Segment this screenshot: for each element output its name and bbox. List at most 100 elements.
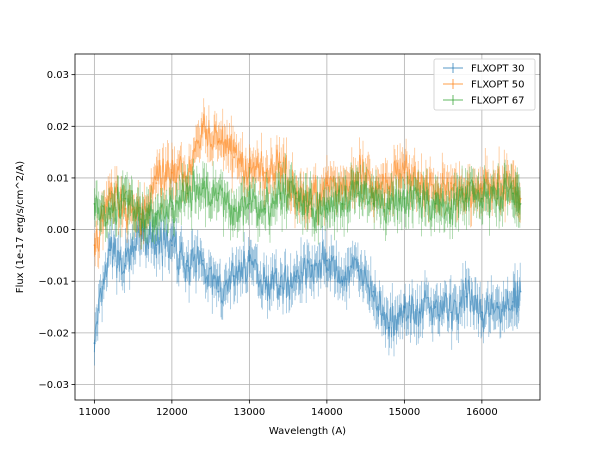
- series-flxopt-67-point: [450, 208, 452, 210]
- legend-box: [433, 58, 536, 111]
- series-flxopt-67-point: [295, 192, 297, 195]
- series-flxopt-50-point: [171, 171, 173, 174]
- series-flxopt-50-point: [481, 187, 483, 190]
- y-tick-label: 0.01: [47, 173, 69, 184]
- series-flxopt-30-point: [326, 259, 328, 262]
- series-flxopt-50-point: [419, 182, 421, 185]
- series-flxopt-67-point: [186, 192, 189, 195]
- series-flxopt-30-point: [202, 259, 204, 262]
- series-flxopt-30-point: [434, 306, 437, 308]
- y-axis-ticks: −0.03 −0.02 −0.01 0.00 0.01 0.02 0.03: [38, 70, 75, 391]
- series-flxopt-67-point: [465, 197, 468, 200]
- series-flxopt-50-point: [186, 177, 189, 179]
- series-flxopt-50-point: [512, 187, 514, 190]
- y-tick-label: 0.03: [47, 70, 69, 81]
- series-flxopt-50-point: [264, 171, 266, 174]
- x-tick-label: 13000: [233, 407, 265, 418]
- legend-entry-flxopt-50: FLXOPT 50: [443, 79, 524, 91]
- series-flxopt-30-point: [217, 290, 220, 293]
- series-flxopt-67-point: [248, 202, 251, 205]
- series-flxopt-67-point: [519, 202, 522, 205]
- legend: FLXOPT 30 FLXOPT 50 FLXOPT 67: [433, 58, 536, 111]
- legend-entry-flxopt-67: FLXOPT 67: [443, 95, 524, 107]
- grid-lines: [75, 54, 540, 400]
- series-flxopt-30-point: [465, 295, 468, 298]
- series-flxopt-67-point: [124, 197, 127, 200]
- series-flxopt-30-point: [341, 280, 344, 283]
- series-flxopt-30-point: [124, 264, 127, 267]
- y-axis-label: Flux (1e-17 erg/s/cm^2/A): [15, 161, 26, 293]
- series-flxopt-30-point: [450, 311, 452, 314]
- series-flxopt-30-point: [388, 326, 390, 329]
- series-flxopt-30-point: [357, 270, 359, 272]
- series-flxopt-67-point: [388, 208, 390, 210]
- series-flxopt-50-point: [233, 156, 235, 159]
- y-tick-label: −0.01: [38, 277, 69, 288]
- legend-label: FLXOPT 50: [471, 80, 524, 91]
- x-axis-label: Wavelength (A): [269, 426, 346, 437]
- series-flxopt-67-point: [310, 208, 313, 210]
- series-flxopt-50-point: [388, 187, 390, 190]
- series-flxopt-67-point: [326, 208, 328, 210]
- series-flxopt-30-point: [279, 285, 282, 288]
- series-flxopt-67-line: [93, 171, 522, 231]
- series-flxopt-67-point: [109, 208, 111, 210]
- x-tick-label: 12000: [156, 407, 188, 418]
- series-flxopt-30-point: [512, 301, 514, 303]
- series-flxopt-30-point: [109, 249, 111, 252]
- series-flxopt-30-point: [519, 290, 522, 293]
- series-flxopt-67-point: [341, 202, 344, 205]
- series-flxopt-67-point: [155, 213, 158, 216]
- y-tick-label: 0.00: [47, 225, 69, 236]
- series-flxopt-67-point: [357, 192, 359, 195]
- series-flxopt-30-point: [310, 264, 313, 267]
- series-flxopt-50-point: [248, 166, 251, 169]
- series-flxopt-30-point: [403, 306, 406, 308]
- legend-label: FLXOPT 67: [471, 96, 524, 107]
- series-flxopt-67-point: [140, 218, 142, 221]
- x-tick-label: 15000: [388, 407, 420, 418]
- series-flxopt-50-point: [519, 197, 522, 200]
- series-flxopt-67-point: [512, 192, 514, 195]
- series-flxopt-30-point: [233, 275, 235, 277]
- series-flxopt-50-point: [202, 125, 204, 128]
- legend-label: FLXOPT 30: [471, 64, 524, 75]
- series-layer: [93, 98, 522, 366]
- series-flxopt-67-point: [496, 197, 499, 200]
- x-tick-label: 14000: [311, 407, 343, 418]
- series-flxopt-67-point: [93, 202, 96, 205]
- plot-frame: [74, 53, 541, 401]
- series-flxopt-50-point: [403, 171, 406, 174]
- series-flxopt-30-point: [248, 259, 251, 262]
- series-flxopt-67-point: [481, 197, 483, 200]
- series-flxopt-30-point: [295, 275, 297, 277]
- y-tick-label: −0.02: [38, 328, 69, 339]
- series-flxopt-67-point: [233, 208, 235, 210]
- series-flxopt-50-point: [372, 187, 375, 190]
- series-flxopt-67-point: [264, 208, 266, 210]
- series-flxopt-67-point: [171, 208, 173, 210]
- series-flxopt-67: [93, 153, 522, 249]
- series-flxopt-50-point: [357, 171, 359, 174]
- series-flxopt-50-point: [93, 244, 96, 247]
- series-flxopt-50-point: [450, 182, 452, 185]
- series-flxopt-67-point: [403, 197, 406, 200]
- series-flxopt-50-point: [109, 192, 111, 195]
- series-flxopt-67-point: [202, 187, 204, 190]
- series-flxopt-50-point: [124, 208, 127, 210]
- series-flxopt-67-point: [419, 197, 421, 200]
- y-tick-label: −0.03: [38, 380, 69, 391]
- series-flxopt-30-point: [264, 280, 266, 283]
- series-flxopt-30-point: [372, 290, 375, 293]
- series-flxopt-67-point: [372, 202, 375, 205]
- series-flxopt-30: [93, 200, 522, 366]
- series-flxopt-50-point: [155, 182, 158, 185]
- y-tick-label: 0.02: [47, 122, 69, 133]
- x-tick-label: 11000: [78, 407, 110, 418]
- series-flxopt-30-point: [496, 306, 499, 308]
- series-flxopt-30-point: [419, 311, 421, 314]
- series-flxopt-67-point: [434, 202, 437, 205]
- x-axis-ticks: 11000 12000 13000 14000 15000 16000: [78, 400, 498, 418]
- series-flxopt-30-line: [93, 220, 522, 353]
- x-tick-label: 16000: [466, 407, 498, 418]
